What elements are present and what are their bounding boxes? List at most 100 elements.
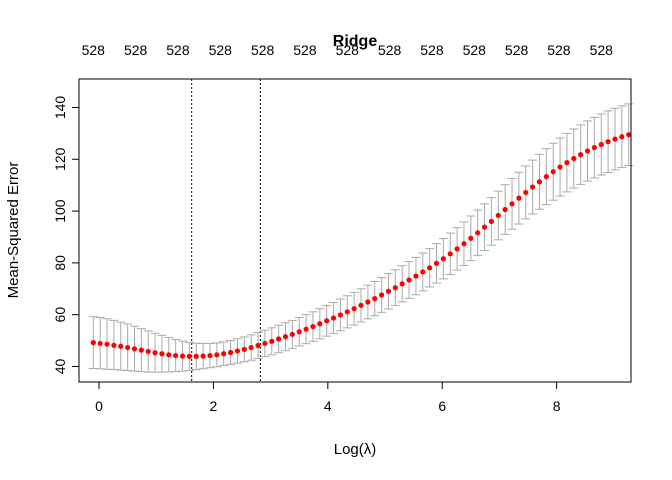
data-point <box>537 179 542 184</box>
data-point <box>599 142 604 147</box>
data-point <box>331 315 336 320</box>
data-point <box>262 341 267 346</box>
data-point <box>249 345 254 350</box>
data-point <box>283 334 288 339</box>
data-point <box>345 309 350 314</box>
data-point <box>125 345 130 350</box>
data-point <box>235 348 240 353</box>
y-tick-label: 40 <box>52 358 68 374</box>
data-point <box>496 213 501 218</box>
data-point <box>578 152 583 157</box>
data-point <box>139 348 144 353</box>
data-point <box>146 349 151 354</box>
top-axis-label: 528 <box>547 42 571 58</box>
data-point <box>132 346 137 351</box>
data-point <box>118 344 123 349</box>
data-point <box>242 347 247 352</box>
data-point <box>606 139 611 144</box>
data-point <box>297 329 302 334</box>
top-axis-label: 528 <box>166 42 190 58</box>
top-axis-label: 528 <box>124 42 148 58</box>
data-point <box>434 261 439 266</box>
top-axis-label: 528 <box>420 42 444 58</box>
data-point <box>503 207 508 212</box>
data-point <box>427 265 432 270</box>
data-point <box>585 148 590 153</box>
x-tick-label: 4 <box>324 398 332 414</box>
data-point <box>104 342 109 347</box>
data-point <box>207 353 212 358</box>
data-point <box>509 201 514 206</box>
data-point <box>393 285 398 290</box>
data-point <box>413 273 418 278</box>
data-point <box>317 321 322 326</box>
data-point <box>98 341 103 346</box>
data-point <box>468 236 473 241</box>
data-point <box>612 136 617 141</box>
data-point <box>475 230 480 235</box>
y-tick-label: 140 <box>52 96 68 120</box>
y-tick-label: 120 <box>52 147 68 171</box>
data-point <box>228 350 233 355</box>
data-point <box>530 184 535 189</box>
top-axis-label: 528 <box>293 42 317 58</box>
data-point <box>255 343 260 348</box>
data-point <box>461 241 466 246</box>
x-tick-label: 0 <box>95 398 103 414</box>
data-point <box>187 354 192 359</box>
data-point <box>564 160 569 165</box>
x-tick-label: 2 <box>210 398 218 414</box>
y-axis-title: Mean-Squared Error <box>5 162 22 299</box>
data-point <box>365 299 370 304</box>
data-point <box>619 134 624 139</box>
data-point <box>523 190 528 195</box>
x-tick-label: 8 <box>553 398 561 414</box>
data-point <box>516 196 521 201</box>
top-axis-label: 528 <box>463 42 487 58</box>
y-tick-label: 60 <box>52 307 68 323</box>
data-point <box>166 352 171 357</box>
data-point <box>372 296 377 301</box>
data-point <box>358 303 363 308</box>
data-point <box>324 318 329 323</box>
data-point <box>310 324 315 329</box>
data-point <box>551 169 556 174</box>
x-tick-label: 6 <box>438 398 446 414</box>
data-point <box>571 156 576 161</box>
data-point <box>194 354 199 359</box>
data-point <box>180 354 185 359</box>
top-axis-label: 528 <box>82 42 106 58</box>
data-point <box>544 174 549 179</box>
chart-title: Ridge <box>333 33 378 50</box>
y-tick-label: 100 <box>52 199 68 223</box>
top-axis-label: 528 <box>590 42 614 58</box>
data-point <box>290 332 295 337</box>
y-tick-label: 80 <box>52 255 68 271</box>
data-point <box>592 145 597 150</box>
top-axis-label: 528 <box>251 42 275 58</box>
data-point <box>276 336 281 341</box>
data-point <box>386 289 391 294</box>
top-axis-label: 528 <box>209 42 233 58</box>
data-point <box>352 306 357 311</box>
data-point <box>455 246 460 251</box>
data-point <box>269 339 274 344</box>
data-point <box>400 281 405 286</box>
data-point <box>152 350 157 355</box>
x-axis-title: Log(λ) <box>334 441 377 458</box>
data-point <box>201 354 206 359</box>
data-point <box>406 277 411 282</box>
data-point <box>159 351 164 356</box>
data-point <box>420 269 425 274</box>
data-point <box>214 352 219 357</box>
data-point <box>489 219 494 224</box>
data-point <box>482 225 487 230</box>
top-axis-label: 528 <box>378 42 402 58</box>
data-point <box>303 327 308 332</box>
data-point <box>221 351 226 356</box>
data-point <box>91 340 96 345</box>
data-point <box>379 292 384 297</box>
data-point <box>111 343 116 348</box>
data-point <box>448 251 453 256</box>
